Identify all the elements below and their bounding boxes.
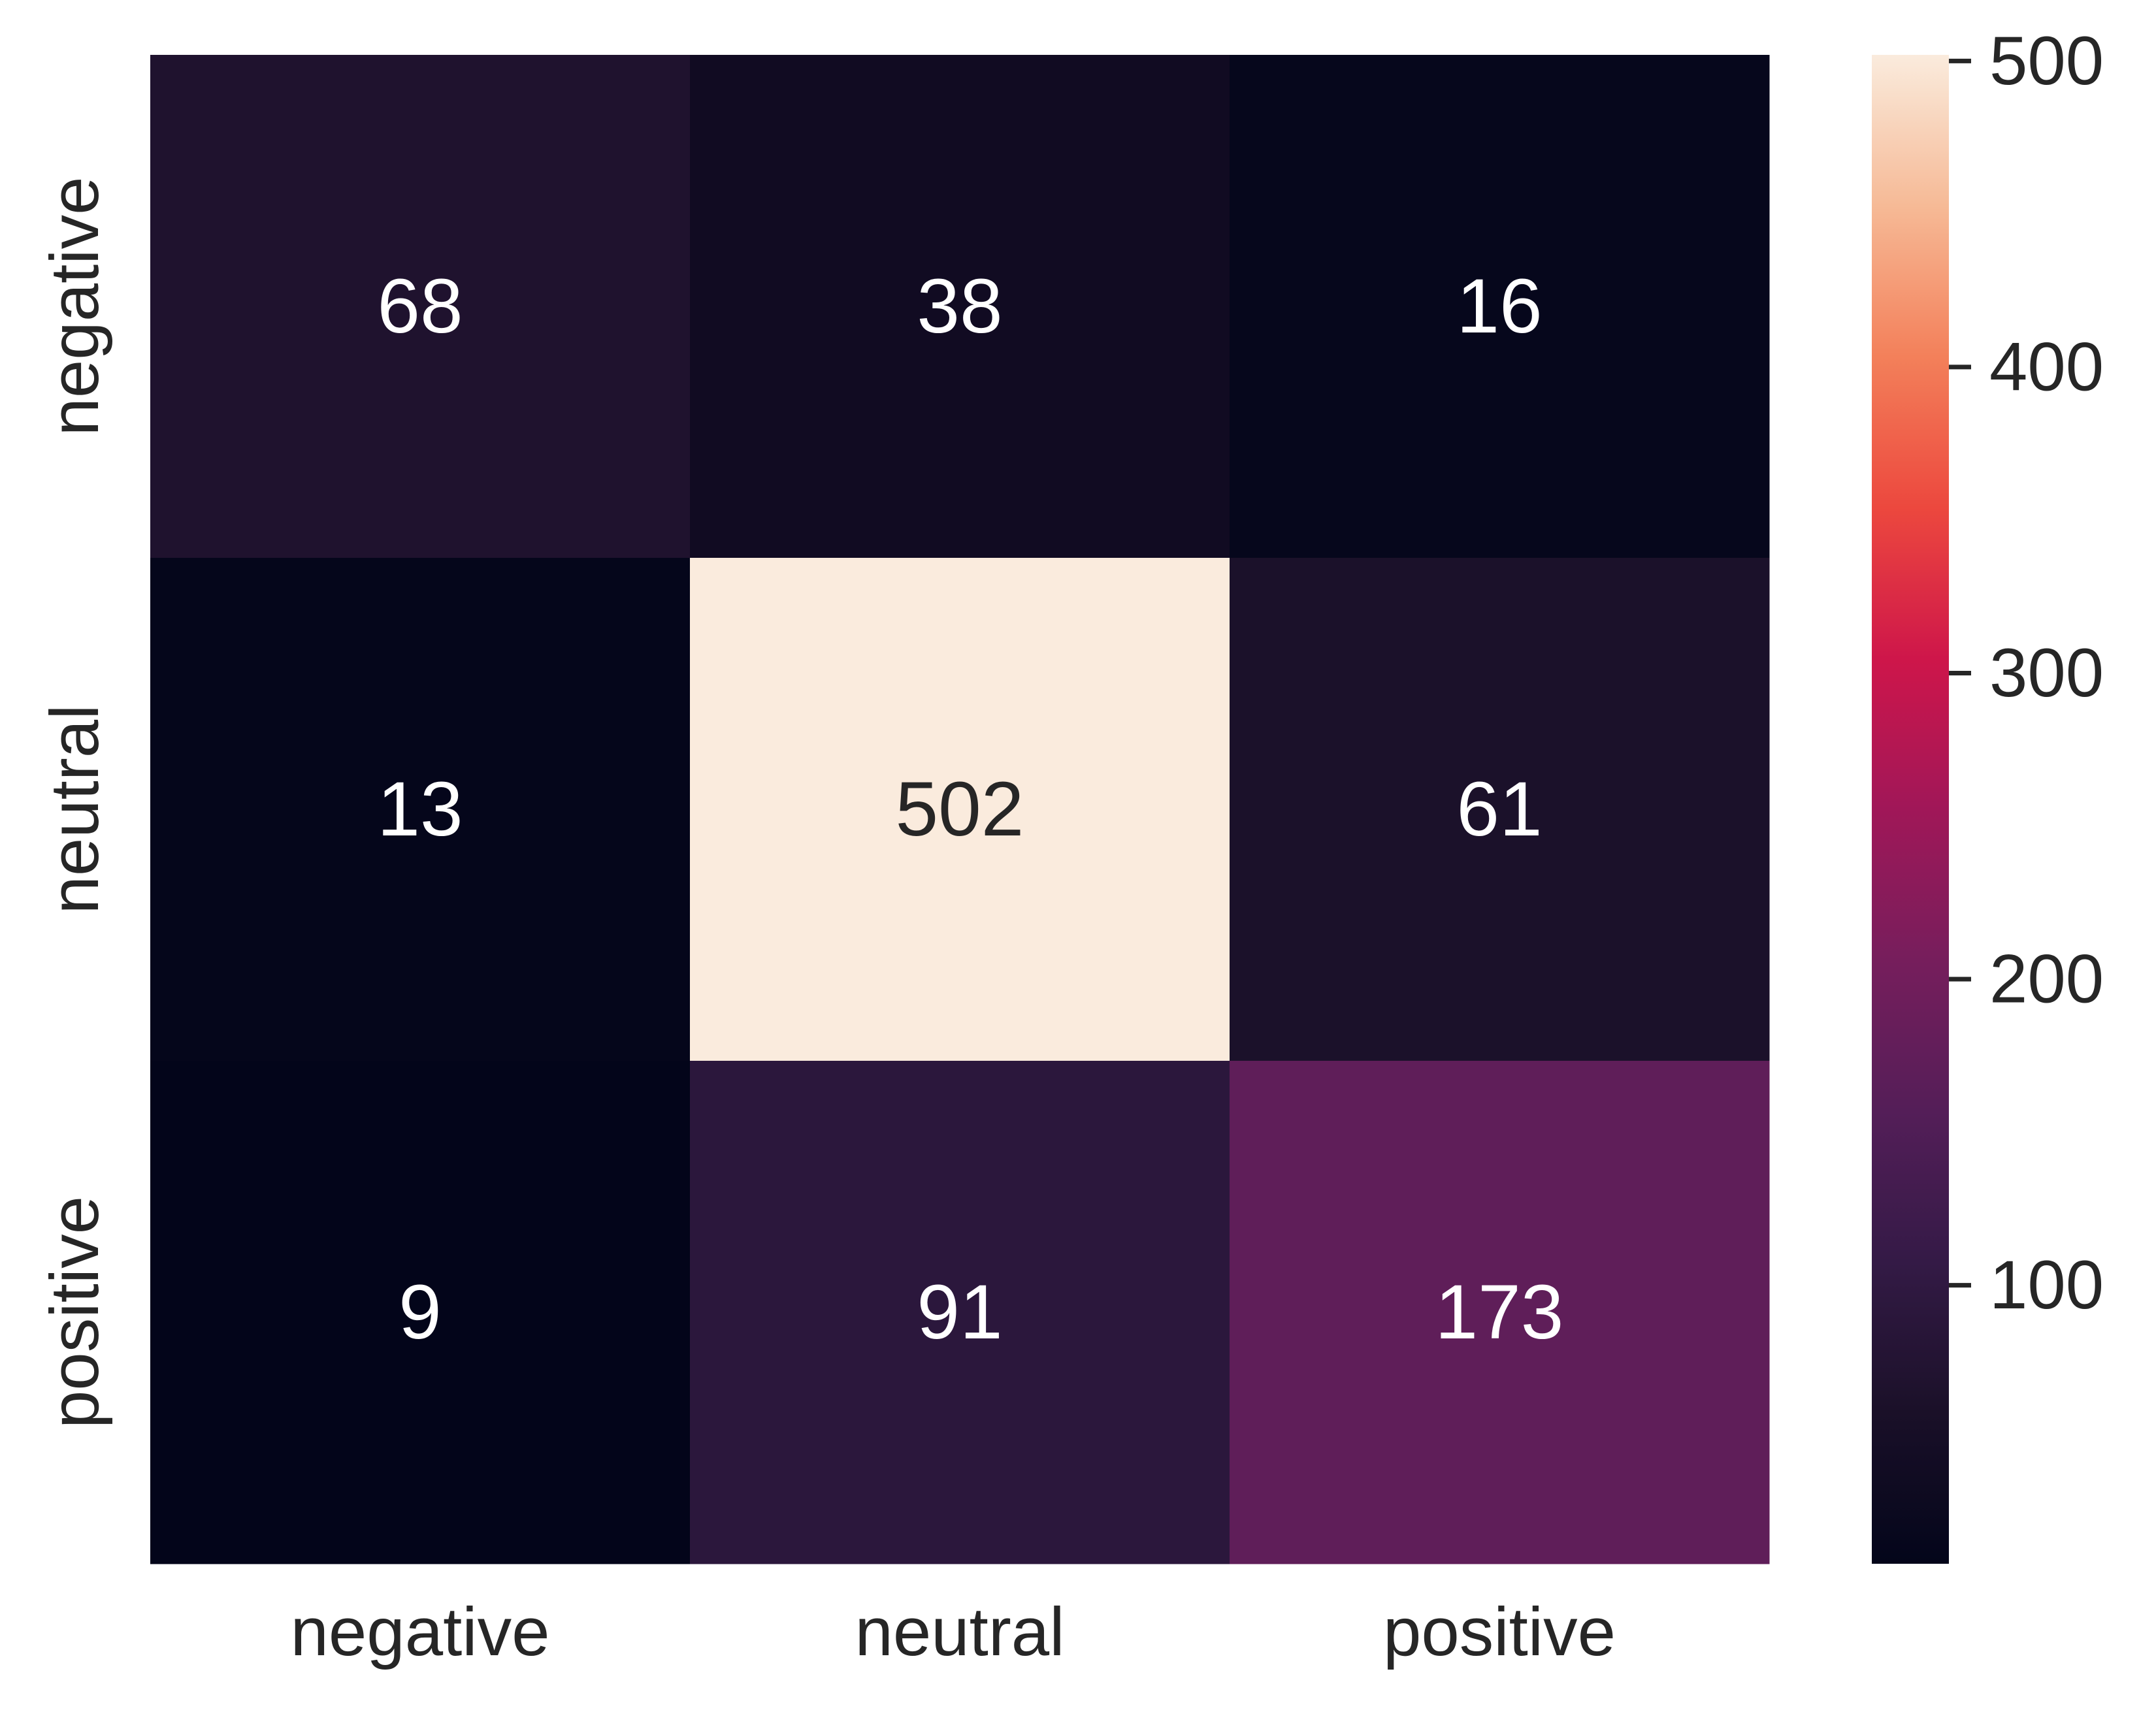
y-tick-label-neutral: neutral [37, 704, 113, 914]
cell-value-label: 61 [1456, 766, 1542, 852]
x-tick-label-positive: positive [1383, 1594, 1616, 1670]
heatmap-cell-negative-negative [150, 55, 691, 558]
heatmap-cell-negative-positive [1230, 55, 1770, 558]
heatmap-cell-positive-positive [1230, 1061, 1770, 1564]
cell-value-label: 173 [1435, 1269, 1564, 1355]
heatmap-cell-neutral-negative [150, 558, 691, 1061]
cell-value-label: 9 [399, 1269, 442, 1355]
cell-value-label: 68 [377, 263, 463, 349]
cell-annotations: 68 38 16 13 502 61 9 91 173 [377, 263, 1563, 1355]
cell-value-label: 13 [377, 766, 463, 852]
heatmap-cell-negative-neutral [690, 55, 1230, 558]
heatmap-cells [150, 55, 1770, 1564]
y-tick-label-negative: negative [37, 177, 113, 436]
x-tick-label-neutral: neutral [855, 1594, 1064, 1670]
y-axis-tick-labels: negative neutral positive [37, 177, 113, 1429]
colorbar-tick-label: 400 [1989, 329, 2104, 405]
colorbar-gradient [1872, 55, 1949, 1564]
cell-value-label: 91 [917, 1269, 1002, 1355]
heatmap-cell-neutral-positive [1230, 558, 1770, 1061]
cell-value-label: 16 [1456, 263, 1542, 349]
x-axis-tick-labels: negative neutral positive [291, 1594, 1616, 1670]
x-tick-label-negative: negative [291, 1594, 550, 1670]
colorbar: 100 200 300 400 500 [1872, 23, 2104, 1564]
heatmap-cell-positive-neutral [690, 1061, 1230, 1564]
colorbar-tick-label: 300 [1989, 635, 2104, 711]
cell-value-label: 502 [896, 766, 1024, 852]
heatmap-cell-positive-negative [150, 1061, 691, 1564]
cell-value-label: 38 [917, 263, 1002, 349]
y-tick-label-positive: positive [37, 1196, 113, 1429]
heatmap-cell-neutral-neutral [690, 558, 1230, 1061]
colorbar-tick-label: 100 [1989, 1247, 2104, 1323]
colorbar-tick-label: 500 [1989, 23, 2104, 99]
colorbar-tick-label: 200 [1989, 941, 2104, 1018]
